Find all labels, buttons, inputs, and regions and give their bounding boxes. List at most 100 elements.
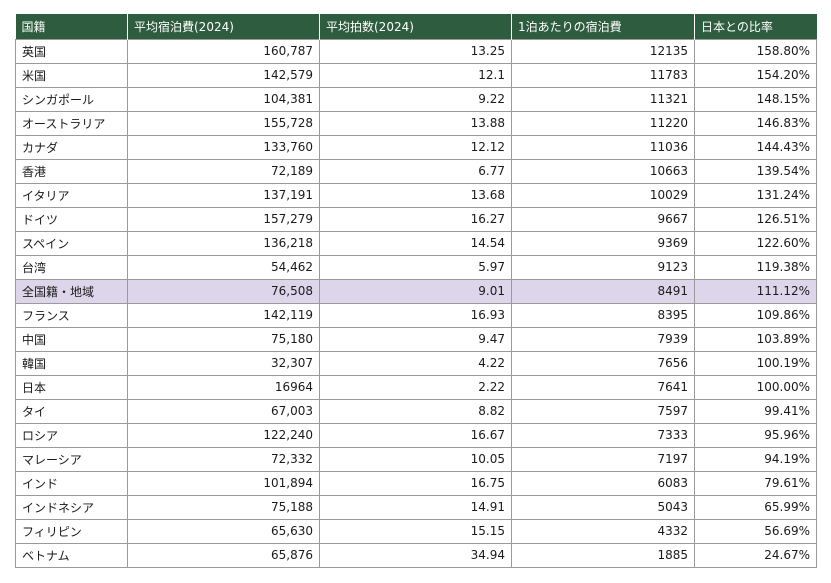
accommodation-cost-table: 国籍 平均宿泊費(2024) 平均拍数(2024) 1泊あたりの宿泊費 日本との…	[15, 14, 817, 568]
cell-avg-nights: 34.94	[319, 542, 512, 568]
cell-avg-cost: 16964	[127, 374, 320, 400]
cell-cost-per-night: 11220	[511, 110, 695, 136]
cell-nationality: 韓国	[15, 350, 128, 376]
cell-cost-per-night: 9369	[511, 230, 695, 256]
cell-ratio: 154.20%	[694, 62, 817, 88]
cell-nationality: ロシア	[15, 422, 128, 448]
cell-avg-nights: 13.68	[319, 182, 512, 208]
table-row: 米国 142,579 12.1 11783 154.20%	[15, 62, 817, 88]
cell-ratio: 94.19%	[694, 446, 817, 472]
cell-avg-nights: 13.25	[319, 38, 512, 64]
cell-nationality: マレーシア	[15, 446, 128, 472]
cell-avg-nights: 12.12	[319, 134, 512, 160]
table-row: 全国籍・地域 76,508 9.01 8491 111.12%	[15, 278, 817, 304]
cell-cost-per-night: 9667	[511, 206, 695, 232]
cell-avg-cost: 65,876	[127, 542, 320, 568]
cell-avg-nights: 16.27	[319, 206, 512, 232]
table-row: 台湾 54,462 5.97 9123 119.38%	[15, 254, 817, 280]
header-avg-nights: 平均拍数(2024)	[319, 14, 512, 39]
cell-nationality: カナダ	[15, 134, 128, 160]
cell-avg-cost: 133,760	[127, 134, 320, 160]
table-row: 中国 75,180 9.47 7939 103.89%	[15, 326, 817, 352]
cell-avg-cost: 122,240	[127, 422, 320, 448]
header-avg-cost: 平均宿泊費(2024)	[127, 14, 320, 39]
cell-ratio: 56.69%	[694, 518, 817, 544]
cell-avg-nights: 9.01	[319, 278, 512, 304]
cell-nationality: インド	[15, 470, 128, 496]
table-row: 韓国 32,307 4.22 7656 100.19%	[15, 350, 817, 376]
table-row: 英国 160,787 13.25 12135 158.80%	[15, 38, 817, 64]
header-ratio-to-japan: 日本との比率	[694, 14, 817, 39]
cell-ratio: 119.38%	[694, 254, 817, 280]
cell-avg-nights: 16.75	[319, 470, 512, 496]
cell-nationality: ドイツ	[15, 206, 128, 232]
cell-avg-nights: 4.22	[319, 350, 512, 376]
cell-cost-per-night: 4332	[511, 518, 695, 544]
table-row: オーストラリア 155,728 13.88 11220 146.83%	[15, 110, 817, 136]
cell-avg-nights: 14.91	[319, 494, 512, 520]
cell-cost-per-night: 10663	[511, 158, 695, 184]
cell-cost-per-night: 7197	[511, 446, 695, 472]
table-row: フランス 142,119 16.93 8395 109.86%	[15, 302, 817, 328]
table-body: 英国 160,787 13.25 12135 158.80% 米国 142,579 12.1 1…	[15, 38, 817, 568]
cell-avg-cost: 67,003	[127, 398, 320, 424]
cell-avg-cost: 142,579	[127, 62, 320, 88]
cell-cost-per-night: 7597	[511, 398, 695, 424]
header-nationality: 国籍	[15, 14, 128, 39]
cell-nationality: 全国籍・地域	[15, 278, 128, 304]
cell-avg-nights: 13.88	[319, 110, 512, 136]
table-row: スペイン 136,218 14.54 9369 122.60%	[15, 230, 817, 256]
cell-cost-per-night: 12135	[511, 38, 695, 64]
cell-nationality: ベトナム	[15, 542, 128, 568]
cell-cost-per-night: 11321	[511, 86, 695, 112]
cell-avg-cost: 155,728	[127, 110, 320, 136]
cell-avg-nights: 16.93	[319, 302, 512, 328]
cell-cost-per-night: 7656	[511, 350, 695, 376]
cell-ratio: 139.54%	[694, 158, 817, 184]
cell-avg-cost: 75,180	[127, 326, 320, 352]
cell-ratio: 103.89%	[694, 326, 817, 352]
cell-nationality: タイ	[15, 398, 128, 424]
cell-cost-per-night: 8395	[511, 302, 695, 328]
cell-avg-cost: 104,381	[127, 86, 320, 112]
cell-ratio: 99.41%	[694, 398, 817, 424]
cell-ratio: 148.15%	[694, 86, 817, 112]
cell-ratio: 79.61%	[694, 470, 817, 496]
cell-avg-nights: 5.97	[319, 254, 512, 280]
table-row: インドネシア 75,188 14.91 5043 65.99%	[15, 494, 817, 520]
cell-avg-cost: 76,508	[127, 278, 320, 304]
cell-avg-cost: 160,787	[127, 38, 320, 64]
cell-avg-cost: 136,218	[127, 230, 320, 256]
cell-ratio: 122.60%	[694, 230, 817, 256]
cell-ratio: 95.96%	[694, 422, 817, 448]
cell-nationality: 英国	[15, 38, 128, 64]
header-row: 国籍 平均宿泊費(2024) 平均拍数(2024) 1泊あたりの宿泊費 日本との…	[15, 14, 817, 39]
cell-nationality: 台湾	[15, 254, 128, 280]
table-row: ベトナム 65,876 34.94 1885 24.67%	[15, 542, 817, 568]
cell-nationality: スペイン	[15, 230, 128, 256]
cell-avg-nights: 9.47	[319, 326, 512, 352]
table-row: シンガポール 104,381 9.22 11321 148.15%	[15, 86, 817, 112]
cell-cost-per-night: 7641	[511, 374, 695, 400]
cell-nationality: フランス	[15, 302, 128, 328]
table-row: イタリア 137,191 13.68 10029 131.24%	[15, 182, 817, 208]
table-row: フィリピン 65,630 15.15 4332 56.69%	[15, 518, 817, 544]
cell-avg-cost: 137,191	[127, 182, 320, 208]
cell-nationality: シンガポール	[15, 86, 128, 112]
cell-cost-per-night: 7939	[511, 326, 695, 352]
cell-avg-nights: 16.67	[319, 422, 512, 448]
cell-avg-nights: 10.05	[319, 446, 512, 472]
cell-avg-cost: 157,279	[127, 206, 320, 232]
table-row: タイ 67,003 8.82 7597 99.41%	[15, 398, 817, 424]
cell-ratio: 158.80%	[694, 38, 817, 64]
cell-nationality: イタリア	[15, 182, 128, 208]
cell-avg-nights: 12.1	[319, 62, 512, 88]
cell-nationality: 中国	[15, 326, 128, 352]
table-row: インド 101,894 16.75 6083 79.61%	[15, 470, 817, 496]
cell-avg-cost: 101,894	[127, 470, 320, 496]
cell-ratio: 100.00%	[694, 374, 817, 400]
cell-ratio: 146.83%	[694, 110, 817, 136]
cell-avg-cost: 72,189	[127, 158, 320, 184]
cell-cost-per-night: 7333	[511, 422, 695, 448]
cell-ratio: 144.43%	[694, 134, 817, 160]
